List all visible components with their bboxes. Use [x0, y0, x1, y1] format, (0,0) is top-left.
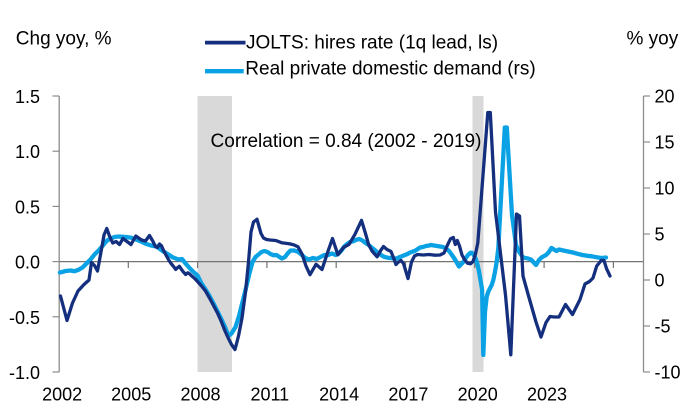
svg-text:% yoy: % yoy [627, 29, 679, 50]
svg-text:2008: 2008 [180, 385, 220, 405]
svg-text:20: 20 [655, 87, 675, 107]
svg-text:15: 15 [655, 133, 675, 153]
svg-text:2023: 2023 [527, 385, 567, 405]
svg-text:5: 5 [655, 225, 665, 245]
svg-text:-10: -10 [655, 363, 681, 383]
svg-text:-1.0: -1.0 [9, 363, 40, 383]
svg-text:1.5: 1.5 [15, 87, 40, 107]
svg-text:-5: -5 [655, 317, 671, 337]
svg-text:0.5: 0.5 [15, 197, 40, 217]
svg-text:2017: 2017 [388, 385, 428, 405]
svg-text:10: 10 [655, 179, 675, 199]
svg-text:JOLTS: hires rate (1q lead, ls: JOLTS: hires rate (1q lead, ls) [246, 33, 498, 54]
svg-text:2011: 2011 [250, 385, 289, 405]
svg-text:2005: 2005 [111, 385, 151, 405]
svg-text:Chg yoy, %: Chg yoy, % [16, 29, 112, 50]
svg-text:2020: 2020 [458, 385, 498, 405]
svg-text:2002: 2002 [42, 385, 82, 405]
svg-text:Real private domestic demand (: Real private domestic demand (rs) [245, 59, 535, 80]
svg-text:1.0: 1.0 [15, 142, 40, 162]
svg-text:Correlation = 0.84 (2002 - 201: Correlation = 0.84 (2002 - 2019) [211, 131, 482, 152]
svg-text:0: 0 [655, 271, 665, 291]
svg-text:2014: 2014 [319, 385, 359, 405]
svg-text:-0.5: -0.5 [9, 308, 40, 328]
svg-text:0.0: 0.0 [15, 253, 40, 273]
